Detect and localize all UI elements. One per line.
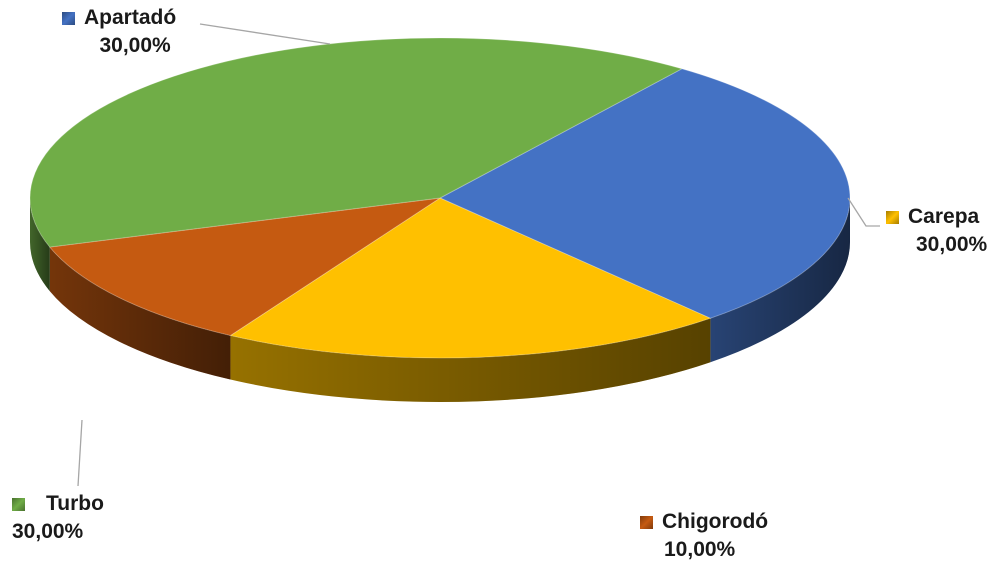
slice-label-apartado: Apartadó 30,00% bbox=[62, 4, 176, 60]
legend-key-icon bbox=[12, 497, 25, 511]
pie-side-shading bbox=[710, 198, 850, 363]
pie-side-shading bbox=[30, 198, 50, 292]
pie-slice-chigorodó bbox=[48, 197, 441, 337]
pie-slice-carepa bbox=[229, 197, 712, 359]
pie-slice-turbo bbox=[29, 37, 684, 248]
leader-line-carepa bbox=[847, 197, 880, 227]
slice-label-chigorodo: Chigorodó 10,00% bbox=[640, 508, 768, 564]
slice-label-turbo: Turbo 30,00% bbox=[12, 490, 104, 546]
slice-value-chigorodo: 10,00% bbox=[664, 538, 736, 561]
leader-line-apartado bbox=[199, 23, 331, 45]
pie-side-shading bbox=[49, 247, 231, 380]
legend-key-icon bbox=[886, 210, 899, 224]
leader-line-turbo bbox=[77, 419, 83, 487]
slice-value-apartado: 30,00% bbox=[99, 34, 171, 57]
legend-key-icon bbox=[640, 515, 653, 529]
pie-side-shading bbox=[230, 318, 711, 402]
legend-key-icon bbox=[62, 11, 75, 25]
pie-slice-apartadó bbox=[438, 68, 851, 319]
slice-value-turbo: 30,00% bbox=[12, 520, 84, 543]
slice-value-carepa: 30,00% bbox=[916, 233, 988, 256]
slice-label-carepa: Carepa 30,00% bbox=[886, 203, 987, 259]
